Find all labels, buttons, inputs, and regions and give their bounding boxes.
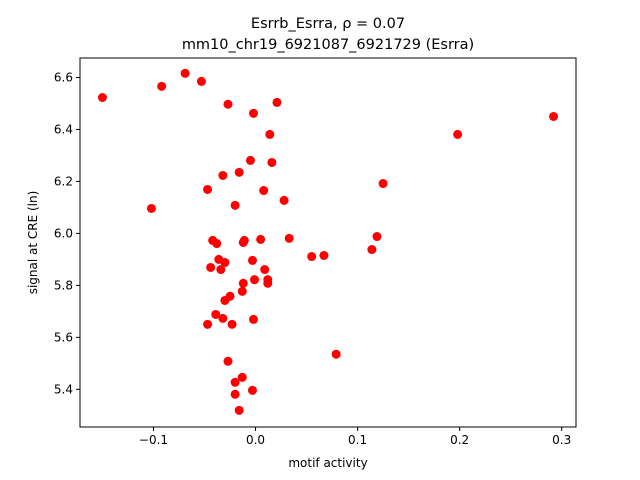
data-point — [180, 68, 190, 78]
data-point — [238, 278, 248, 288]
data-point — [234, 167, 244, 177]
y-tick-label: 6.4 — [54, 122, 73, 136]
data-point — [245, 155, 255, 165]
data-point — [223, 356, 233, 366]
data-point — [212, 239, 222, 249]
data-point — [97, 92, 107, 102]
data-point — [230, 200, 240, 210]
data-point — [196, 76, 206, 86]
data-point — [220, 258, 230, 268]
data-point — [250, 275, 260, 285]
data-point — [234, 405, 244, 415]
y-tick-label: 5.6 — [54, 330, 73, 344]
y-tick-label: 6.2 — [54, 174, 73, 188]
chart-title-line2: mm10_chr19_6921087_6921729 (Esrra) — [182, 37, 474, 53]
data-point — [378, 179, 388, 189]
data-point — [307, 252, 317, 262]
data-point — [367, 245, 377, 255]
data-point — [549, 111, 559, 121]
data-points — [97, 68, 559, 415]
x-axis: −0.1 0.0 0.1 0.2 0.3 — [139, 427, 571, 447]
data-point — [203, 184, 213, 194]
chart-title-line1: Esrrb_Esrra, ρ = 0.07 — [251, 16, 405, 32]
data-point — [265, 129, 275, 139]
data-point — [372, 232, 382, 242]
y-axis: 5.4 5.6 5.8 6.0 6.2 6.4 6.6 — [54, 70, 80, 396]
y-tick-label: 6.0 — [54, 226, 73, 240]
y-axis-label: signal at CRE (ln) — [26, 191, 40, 295]
data-point — [247, 255, 257, 265]
data-point — [247, 385, 257, 395]
x-tick-label: −0.1 — [139, 433, 168, 447]
x-tick-label: 0.0 — [246, 433, 265, 447]
data-point — [211, 309, 221, 319]
x-tick-label: 0.2 — [450, 433, 469, 447]
data-point — [223, 99, 233, 109]
data-point — [248, 108, 258, 118]
data-point — [230, 389, 240, 399]
data-point — [206, 262, 216, 272]
data-point — [218, 170, 228, 180]
data-point — [227, 319, 237, 329]
data-point — [218, 313, 228, 323]
data-point — [319, 250, 329, 260]
data-point — [237, 286, 247, 296]
x-tick-label: 0.1 — [348, 433, 367, 447]
data-point — [256, 234, 266, 244]
y-tick-label: 5.8 — [54, 278, 73, 292]
data-point — [453, 129, 463, 139]
data-point — [279, 195, 289, 205]
data-point — [157, 81, 167, 91]
data-point — [238, 238, 248, 247]
x-tick-label: 0.3 — [552, 433, 571, 447]
data-point — [237, 372, 247, 382]
data-point — [248, 314, 258, 324]
data-point — [284, 233, 294, 243]
data-point — [203, 319, 213, 329]
data-point — [267, 157, 277, 167]
y-tick-label: 5.4 — [54, 382, 73, 396]
data-point — [272, 97, 282, 107]
plot-area-frame — [79, 57, 577, 428]
data-point — [260, 265, 270, 275]
data-point — [216, 265, 226, 275]
data-point — [259, 186, 269, 196]
data-point — [230, 377, 240, 387]
x-axis-label: motif activity — [288, 456, 367, 470]
data-point — [220, 295, 230, 305]
data-point — [331, 349, 341, 359]
y-tick-label: 6.6 — [54, 70, 73, 84]
data-point — [263, 278, 273, 288]
data-point — [146, 203, 156, 213]
